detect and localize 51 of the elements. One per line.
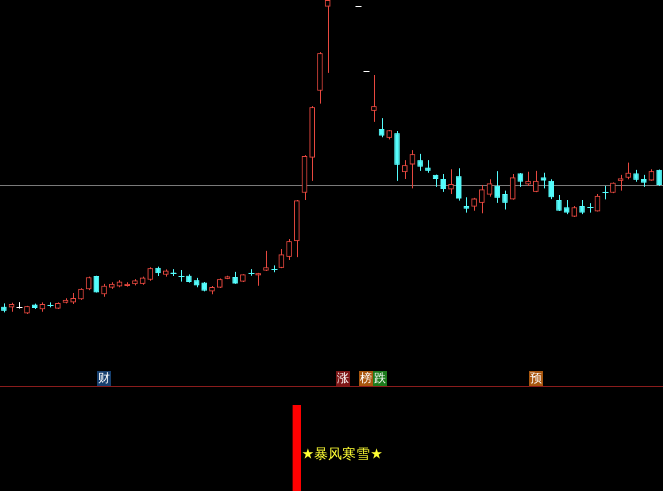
candlestick <box>255 272 262 286</box>
candlestick <box>417 153 423 172</box>
candlestick <box>618 174 624 192</box>
candlestick <box>502 190 508 210</box>
candlestick <box>278 248 284 269</box>
text: 榜 <box>359 371 373 386</box>
text: 涨 <box>336 371 350 386</box>
candlestick <box>548 178 554 200</box>
candlestick <box>194 277 200 288</box>
candlestick <box>518 172 524 188</box>
candlestick <box>324 0 330 74</box>
candlestick <box>86 276 92 291</box>
candlestick <box>440 173 446 192</box>
candlestick <box>525 171 531 186</box>
candlestick <box>510 173 516 200</box>
candlestick <box>633 169 639 182</box>
candlestick <box>148 266 154 282</box>
candlestick <box>456 168 462 202</box>
candlestick <box>78 288 84 300</box>
candlestick <box>579 200 585 215</box>
candlestick <box>1 302 7 313</box>
candlestick <box>70 292 76 304</box>
candlestick <box>540 172 546 189</box>
candlestick <box>556 194 562 212</box>
candlestick <box>371 74 377 122</box>
candlestick <box>564 200 570 215</box>
candlestick <box>626 162 632 180</box>
candlestick <box>594 194 600 212</box>
candlestick <box>533 170 539 193</box>
candlestick <box>286 238 292 260</box>
candlestick <box>402 160 408 180</box>
text: 财 <box>97 371 111 386</box>
text: 预 <box>529 371 543 386</box>
candlestick <box>648 168 654 182</box>
candlestick <box>448 168 454 195</box>
candlestick <box>410 150 416 189</box>
text: 跌 <box>373 371 387 386</box>
candlestick <box>464 196 470 214</box>
annotation: ★暴风寒雪★ <box>302 446 383 463</box>
candlestick <box>494 170 500 204</box>
candlestick <box>572 205 578 218</box>
candlestick <box>486 178 492 198</box>
candlestick <box>8 302 14 312</box>
candlestick <box>378 118 384 138</box>
candlestick <box>94 275 100 294</box>
candlestick <box>432 174 438 188</box>
candlestick <box>479 184 485 214</box>
candlestick <box>40 302 46 312</box>
candlestick <box>425 160 431 174</box>
candlestick <box>263 250 269 272</box>
candlestick <box>656 169 662 186</box>
